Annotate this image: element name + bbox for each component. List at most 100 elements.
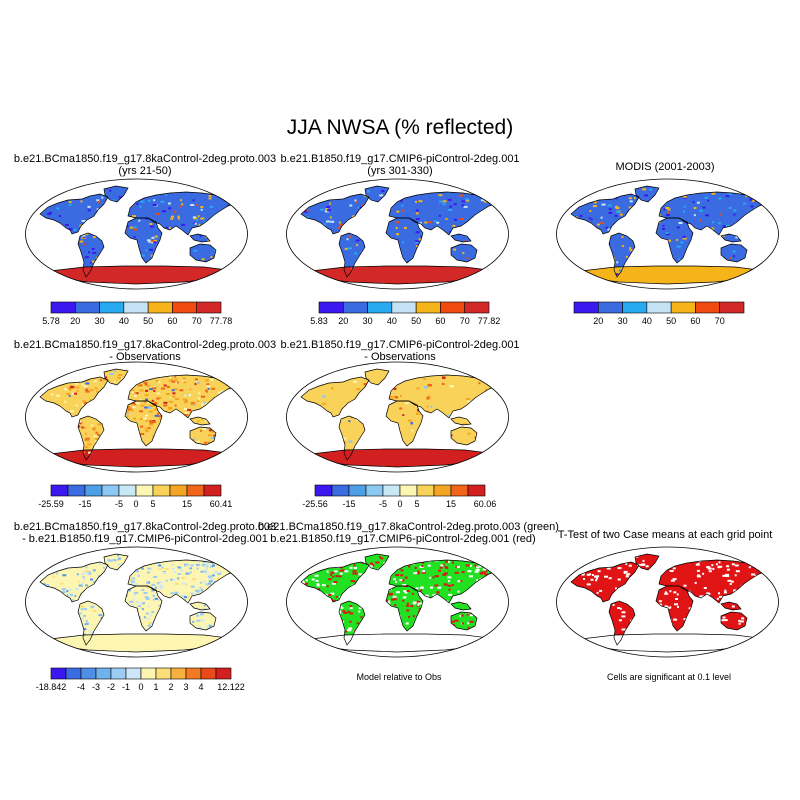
colorbar-box <box>415 301 441 314</box>
colorbar-tick-label: 40 <box>119 316 129 326</box>
colorbar-box <box>342 301 368 314</box>
colorbar-tick-label: -25.56 <box>302 499 328 509</box>
colorbar-box <box>318 301 344 314</box>
antarctica-landmass <box>50 634 228 652</box>
colorbar-tick-label: -4 <box>77 682 85 692</box>
samerica-landmass <box>609 601 635 645</box>
colorbar-box <box>433 484 452 497</box>
colorbar-tick-label: 50 <box>666 316 676 326</box>
diff-world-map <box>25 361 248 473</box>
colorbar-box <box>135 484 154 497</box>
colorbar-box <box>140 667 157 680</box>
panel-7-colorbar: -18.842 -4 -3 -2 -1 0 1 2 3 4 12.122 <box>36 667 245 694</box>
colorbar-tick-label: 15 <box>446 499 456 509</box>
panel-1-title: b.e21.BCma1850.f19_g17.8kaControl-2deg.p… <box>0 153 290 177</box>
colorbar-box <box>348 484 367 497</box>
panel-8-title-line2: b.e21.B1850.f19_g17.CMIP6-piControl-2deg… <box>270 533 536 545</box>
colorbar-tick-label: 50 <box>411 316 421 326</box>
colorbar-svg: -25.59 -15 -5 0 5 15 60.41 <box>38 484 232 509</box>
panel-2-title-line1: b.e21.B1850.f19_g17.CMIP6-piControl-2deg… <box>280 153 520 165</box>
panel-8-title: b.e21.BCma1850.f19_g17.8kaControl-2deg.p… <box>258 521 559 545</box>
colorbar-tick-label: 20 <box>593 316 603 326</box>
panel-1-map <box>24 178 249 290</box>
colorbar-box <box>622 301 648 314</box>
panel-2-map <box>285 178 510 290</box>
panel-7-title-line2: - b.e21.B1850.f19_g17.CMIP6-piControl-2d… <box>22 533 268 545</box>
colorbar-tick-label: 20 <box>70 316 80 326</box>
panel-2-colorbar: 5.83 20 30 40 50 60 70 77.82 <box>310 301 500 328</box>
colorbar-box <box>196 301 222 314</box>
colorbar-tick-label: -3 <box>92 682 100 692</box>
panel-4-map <box>24 361 249 473</box>
panel-3-colorbar: 20 30 40 50 60 70 <box>569 301 749 328</box>
colorbar-tick-label: -1 <box>122 682 130 692</box>
panel-4-title: b.e21.BCma1850.f19_g17.8kaControl-2deg.p… <box>0 339 290 363</box>
greenland-landmass <box>635 186 659 202</box>
colorbar-tick-label: 60 <box>435 316 445 326</box>
samerica-landmass <box>339 416 365 460</box>
colorbar-tick-label: 5 <box>414 499 419 509</box>
colorbar-box <box>391 301 417 314</box>
australia-landmass <box>721 612 747 630</box>
panel-8-title-line1: b.e21.BCma1850.f19_g17.8kaControl-2deg.p… <box>258 521 559 533</box>
colorbar-box <box>203 484 222 497</box>
colorbar-tick-label: 5.83 <box>310 316 328 326</box>
colorbar-box <box>50 667 67 680</box>
panel-3-map <box>555 178 780 290</box>
panel-7-map <box>24 546 249 658</box>
colorbar-box <box>50 301 76 314</box>
panel-4-title-line2: - Observations <box>109 351 181 363</box>
colorbar-tick-label: -2 <box>107 682 115 692</box>
namerica-landmass <box>40 377 108 417</box>
colorbar-box <box>215 667 232 680</box>
colorbar-box <box>84 484 103 497</box>
colorbar-box <box>399 484 418 497</box>
colorbar-box <box>670 301 696 314</box>
colorbar-box <box>170 667 187 680</box>
panel-5-title: b.e21.B1850.f19_g17.CMIP6-piControl-2deg… <box>255 339 545 363</box>
panel-3-title: MODIS (2001-2003) <box>520 161 800 173</box>
panel-1-title-line2: (yrs 21-50) <box>118 165 172 177</box>
colorbar-box <box>719 301 745 314</box>
panel-5-map <box>285 361 510 473</box>
map-border <box>286 178 509 290</box>
colorbar-box <box>185 667 202 680</box>
africa-landmass <box>386 401 423 446</box>
colorbar-tick-label: 70 <box>715 316 725 326</box>
colorbar-tick-label: 60 <box>167 316 177 326</box>
antarctica-landmass <box>50 449 228 467</box>
colorbar-tick-label: -5 <box>379 499 387 509</box>
colorbar-tick-label: 3 <box>183 682 188 692</box>
colorbar-box <box>416 484 435 497</box>
colorbar-svg: -18.842 -4 -3 -2 -1 0 1 2 3 4 12.122 <box>36 667 245 692</box>
colorbar-box <box>172 301 198 314</box>
colorbar-tick-label: 1 <box>153 682 158 692</box>
panel-1-colorbar: 5.78 20 30 40 50 60 70 77.78 <box>42 301 232 328</box>
colorbar-box <box>80 667 97 680</box>
casediff-world-map <box>25 546 248 658</box>
eurasia-landmass <box>128 560 236 603</box>
antarctica-landmass <box>311 266 489 284</box>
map-border <box>25 361 248 473</box>
colorbar-tick-label: -15 <box>78 499 91 509</box>
colorbar-box <box>65 667 82 680</box>
colorbar-tick-label: 70 <box>460 316 470 326</box>
colorbar-tick-label: 77.82 <box>478 316 501 326</box>
africa-landmass <box>656 218 693 263</box>
africa-landmass <box>386 218 423 263</box>
colorbar-box <box>314 484 333 497</box>
greenland-landmass <box>365 369 389 385</box>
australia-landmass <box>190 244 216 262</box>
australia-landmass <box>190 427 216 445</box>
panel-9-title: T-Test of two Case means at each grid po… <box>520 529 800 541</box>
colorbar-tick-label: 60 <box>690 316 700 326</box>
colorbar-tick-label: 5.78 <box>42 316 60 326</box>
colorbar-box <box>169 484 188 497</box>
colorbar-svg: 5.78 20 30 40 50 60 70 77.78 <box>42 301 232 326</box>
eurasia-landmass <box>659 192 767 235</box>
colorbar-tick-label: 2 <box>168 682 173 692</box>
namerica-landmass <box>571 562 639 602</box>
colorbar-box <box>50 484 69 497</box>
panel-9-title-line1: T-Test of two Case means at each grid po… <box>557 529 773 541</box>
colorbar-box <box>382 484 401 497</box>
